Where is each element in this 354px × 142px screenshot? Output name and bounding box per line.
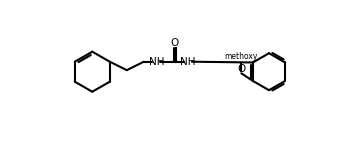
Text: O: O bbox=[170, 38, 178, 48]
Text: O: O bbox=[237, 64, 245, 74]
Text: methoxy: methoxy bbox=[224, 52, 258, 61]
Text: NH: NH bbox=[180, 57, 196, 67]
Text: NH: NH bbox=[148, 57, 164, 67]
